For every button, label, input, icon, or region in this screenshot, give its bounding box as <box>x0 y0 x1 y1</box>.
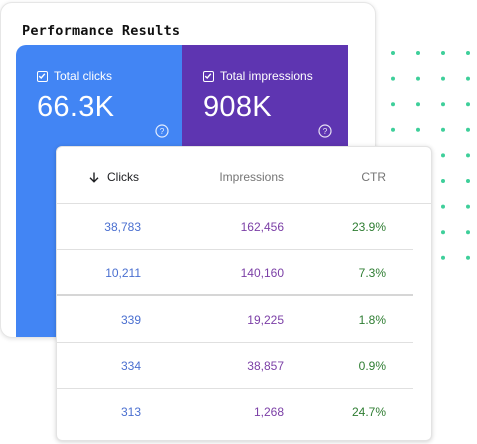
row-divider <box>57 342 413 343</box>
arrow-down-icon <box>89 172 99 183</box>
total-impressions-value: 908K <box>203 91 272 123</box>
decorative-dot <box>441 76 445 81</box>
decorative-dot <box>391 76 395 81</box>
decorative-dot <box>416 76 420 81</box>
decorative-dot <box>466 102 470 107</box>
cell-ctr: 1.8% <box>358 313 386 327</box>
cell-ctr: 23.9% <box>351 220 386 234</box>
cell-ctr: 0.9% <box>358 359 386 373</box>
decorative-dot <box>441 230 445 235</box>
table-row[interactable]: 339 19,225 1.8% <box>57 297 431 343</box>
svg-text:?: ? <box>160 126 165 136</box>
cell-impressions: 1,268 <box>253 405 284 419</box>
decorative-dot <box>441 255 445 260</box>
cell-impressions: 38,857 <box>247 359 284 373</box>
cell-ctr: 7.3% <box>358 266 386 280</box>
decorative-dot <box>441 51 445 55</box>
row-divider <box>57 249 413 250</box>
checkbox-checked-icon[interactable] <box>203 70 214 82</box>
row-divider <box>57 388 413 389</box>
decorative-dot <box>391 127 395 132</box>
cell-clicks: 313 <box>120 405 141 419</box>
help-icon[interactable]: ? <box>318 124 332 138</box>
column-header-clicks-label: Clicks <box>107 170 139 184</box>
performance-table-card: Clicks Impressions CTR 38,783 162,456 23… <box>56 146 432 441</box>
total-clicks-header: Total clicks <box>37 69 112 83</box>
decorative-dot <box>466 127 470 132</box>
cell-clicks: 339 <box>120 313 141 327</box>
row-divider <box>57 294 413 296</box>
table-row[interactable]: 10,211 140,160 7.3% <box>57 250 431 296</box>
svg-text:?: ? <box>323 126 328 136</box>
decorative-dot <box>441 204 445 209</box>
table-header: Clicks Impressions CTR <box>57 147 431 204</box>
decorative-dot <box>466 255 470 260</box>
table-row[interactable]: 334 38,857 0.9% <box>57 343 431 389</box>
cell-clicks: 10,211 <box>105 266 141 280</box>
decorative-dot <box>391 102 395 107</box>
decorative-dot <box>466 204 470 209</box>
column-header-clicks[interactable]: Clicks <box>89 170 139 184</box>
decorative-dot <box>441 153 445 158</box>
decorative-dot <box>466 230 470 235</box>
decorative-dot <box>441 102 445 107</box>
table-row[interactable]: 38,783 162,456 23.9% <box>57 204 431 250</box>
decorative-dot <box>466 179 470 183</box>
decorative-dot <box>416 102 420 107</box>
decorative-dot <box>391 51 395 55</box>
cell-impressions: 140,160 <box>240 266 284 280</box>
page-title: Performance Results <box>22 23 181 39</box>
table-row[interactable]: 313 1,268 24.7% <box>57 389 431 435</box>
total-impressions-header: Total impressions <box>203 69 313 83</box>
decorative-dot <box>466 153 470 158</box>
decorative-dot <box>441 127 445 132</box>
column-header-ctr[interactable]: CTR <box>361 170 386 184</box>
total-clicks-label: Total clicks <box>54 69 113 83</box>
total-impressions-label: Total impressions <box>220 69 313 83</box>
decorative-dot <box>466 51 470 55</box>
cell-clicks: 334 <box>120 359 141 373</box>
help-icon[interactable]: ? <box>155 124 169 138</box>
total-clicks-value: 66.3K <box>37 91 115 123</box>
checkbox-checked-icon[interactable] <box>37 70 48 82</box>
cell-clicks: 38,783 <box>104 220 141 234</box>
decorative-dot <box>416 51 420 55</box>
decorative-dot <box>466 76 470 81</box>
cell-ctr: 24.7% <box>351 405 386 419</box>
column-header-impressions[interactable]: Impressions <box>219 170 284 184</box>
cell-impressions: 162,456 <box>240 220 284 234</box>
cell-impressions: 19,225 <box>247 313 284 327</box>
decorative-dot <box>441 179 445 183</box>
decorative-dot <box>416 127 420 132</box>
